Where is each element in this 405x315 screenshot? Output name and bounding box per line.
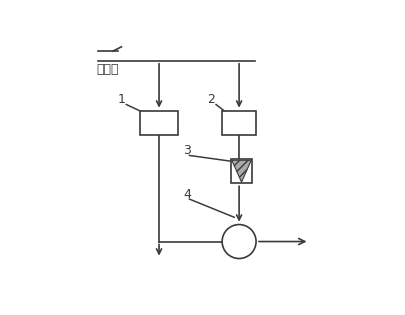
- Circle shape: [222, 225, 256, 259]
- Text: 天然气: 天然气: [96, 63, 119, 76]
- Text: 4: 4: [183, 188, 191, 201]
- Text: 3: 3: [183, 144, 191, 157]
- Polygon shape: [232, 160, 251, 182]
- Text: 1: 1: [118, 93, 126, 106]
- Text: 2: 2: [207, 93, 215, 106]
- Bar: [222, 111, 256, 135]
- Bar: [140, 111, 179, 135]
- Bar: [230, 159, 252, 183]
